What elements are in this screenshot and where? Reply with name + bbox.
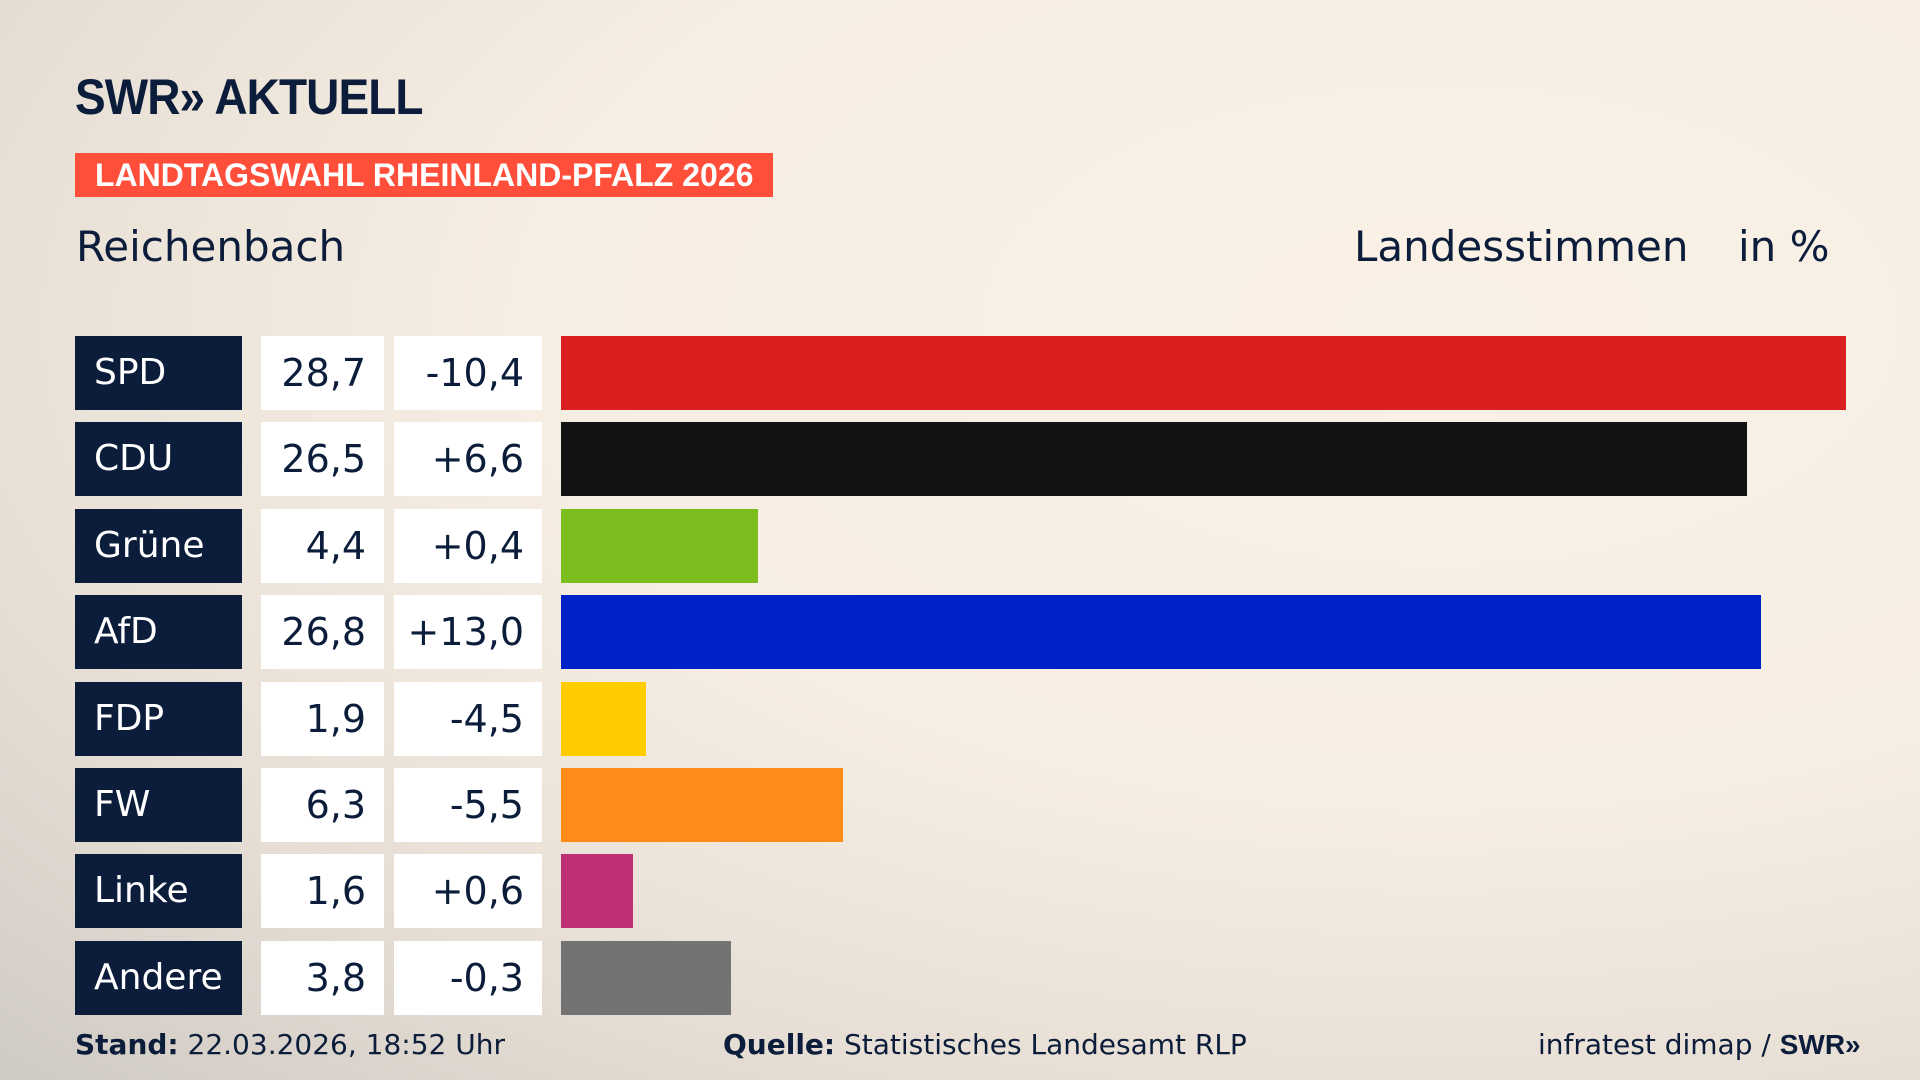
stand-value: 22.03.2026, 18:52 Uhr [187,1028,505,1061]
change-label: -0,3 [394,940,542,1015]
source-value: Statistisches Landesamt RLP [844,1028,1247,1061]
bar [561,681,647,756]
party-label: CDU [75,422,242,497]
swr-logo: SWR» [1779,1029,1861,1060]
value-label: 3,8 [261,940,384,1015]
bar [561,422,1748,497]
unit-label: in % [1738,222,1830,271]
bar [561,595,1761,670]
measure-label: Landesstimmen [1354,222,1689,271]
change-label: +6,6 [394,422,542,497]
source-label: Quelle: [723,1028,836,1061]
election-banner: LANDTAGSWAHL RHEINLAND-PFALZ 2026 [75,153,774,197]
value-label: 28,7 [261,336,384,410]
bar [561,940,732,1015]
region-title: Reichenbach [76,222,346,271]
change-label: -10,4 [394,336,542,410]
bar [561,336,1846,410]
change-label: +0,6 [394,854,542,929]
timestamp: Stand: 22.03.2026, 18:52 Uhr [75,1028,505,1061]
party-label: Andere [75,940,242,1015]
change-label: +0,4 [394,508,542,583]
value-label: 6,3 [261,768,384,842]
change-label: -4,5 [394,681,542,756]
source: Quelle: Statistisches Landesamt RLP [723,1028,1247,1061]
bar [561,854,633,929]
change-label: -5,5 [394,768,542,842]
change-label: +13,0 [394,595,542,670]
party-label: AfD [75,595,242,670]
value-label: 1,9 [261,681,384,756]
value-label: 26,8 [261,595,384,670]
credit: infratest dimap / SWR» [1538,1028,1861,1061]
value-label: 26,5 [261,422,384,497]
party-label: Grüne [75,508,242,583]
party-label: FW [75,768,242,842]
swr-aktuell-logo: SWR» AKTUELL [75,69,423,125]
bar [561,508,758,583]
credit-text: infratest dimap / [1538,1028,1771,1061]
stand-label: Stand: [75,1028,179,1061]
party-label: SPD [75,336,242,410]
value-label: 1,6 [261,854,384,929]
party-label: Linke [75,854,242,929]
bar [561,768,844,842]
party-label: FDP [75,681,242,756]
value-label: 4,4 [261,508,384,583]
